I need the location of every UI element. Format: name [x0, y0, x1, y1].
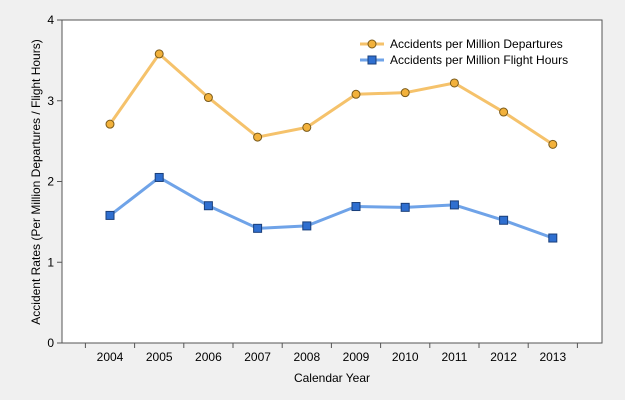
legend: Accidents per Million Departures Accident…	[360, 37, 568, 67]
data-point	[400, 202, 410, 212]
y-tick-label: 0	[47, 336, 54, 350]
x-tick-label: 2010	[392, 350, 419, 364]
legend-label: Accidents per Million Flight Hours	[390, 53, 568, 67]
data-point	[302, 122, 312, 132]
x-tick-label: 2004	[97, 350, 124, 364]
series-2	[105, 172, 558, 243]
y-tick-label: 3	[47, 94, 54, 108]
data-point	[154, 172, 164, 182]
x-tick-label: 2008	[293, 350, 320, 364]
data-point	[105, 119, 115, 129]
x-axis-title: Calendar Year	[294, 371, 370, 385]
data-point	[105, 210, 115, 220]
data-point	[499, 107, 509, 117]
x-tick-label: 2005	[146, 350, 173, 364]
series-1	[105, 49, 558, 149]
plot-area	[61, 19, 603, 344]
x-tick-label: 2012	[490, 350, 517, 364]
x-axis: 2004 2005 2006 2007 2008 2009 2010 2011 2012 2013	[84, 343, 578, 364]
data-point	[253, 223, 263, 233]
data-point	[351, 202, 361, 212]
data-point	[548, 139, 558, 149]
legend-label: Accidents per Million Departures	[390, 37, 563, 51]
y-tick-label: 2	[47, 175, 54, 189]
x-tick-label: 2009	[343, 350, 370, 364]
y-tick-label: 4	[47, 13, 54, 27]
data-point	[253, 132, 263, 142]
data-point	[400, 88, 410, 98]
data-point	[449, 78, 459, 88]
data-point	[351, 89, 361, 99]
x-tick-label: 2013	[539, 350, 566, 364]
y-axis-title: Accident Rates (Per Million Departures /…	[29, 39, 43, 324]
data-point	[449, 200, 459, 210]
series-line	[108, 52, 554, 146]
legend-item: Accidents per Million Departures	[360, 37, 563, 51]
series-line	[109, 175, 554, 240]
legend-item: Accidents per Million Flight Hours	[360, 53, 568, 67]
x-tick-label: 2007	[244, 350, 271, 364]
legend-marker	[367, 55, 377, 65]
legend-marker	[367, 39, 377, 49]
data-point	[499, 215, 509, 225]
data-point	[203, 93, 213, 103]
data-point	[154, 49, 164, 59]
y-tick-label: 1	[47, 255, 54, 269]
data-point	[203, 201, 213, 211]
y-axis: 0 1 2 3 4	[47, 13, 62, 350]
data-point	[302, 221, 312, 231]
series-layer	[105, 49, 558, 243]
x-tick-label: 2011	[441, 350, 467, 364]
x-tick-label: 2006	[195, 350, 222, 364]
data-point	[548, 233, 558, 243]
